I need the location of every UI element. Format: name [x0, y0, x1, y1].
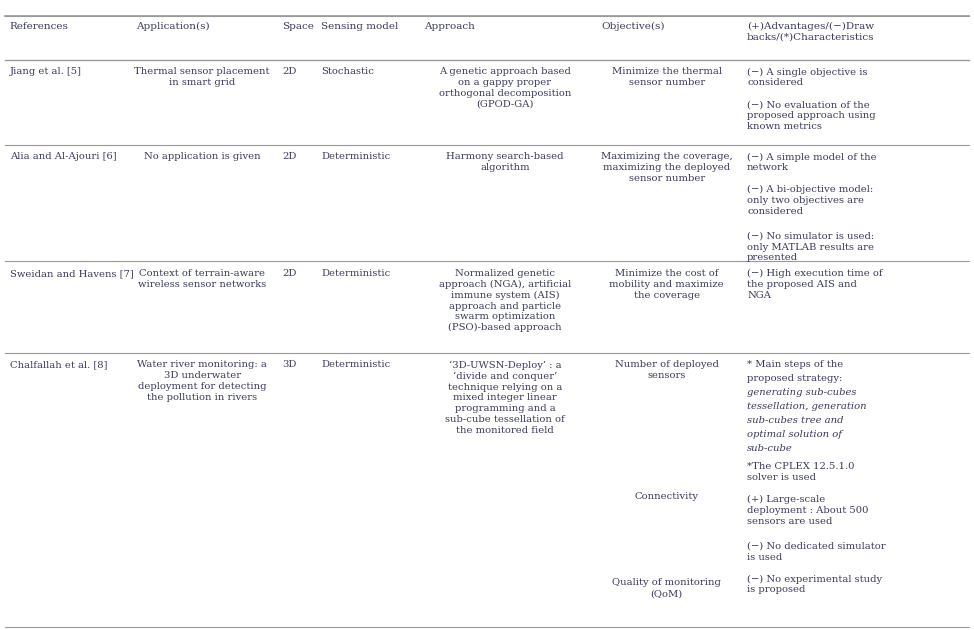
Text: 3D: 3D: [282, 360, 297, 369]
Text: optimal solution of: optimal solution of: [747, 430, 843, 438]
Text: 2D: 2D: [282, 269, 297, 278]
Text: (+) Large-scale
deployment : About 500
sensors are used: (+) Large-scale deployment : About 500 s…: [747, 495, 869, 526]
Text: (−) No evaluation of the
proposed approach using
known metrics: (−) No evaluation of the proposed approa…: [747, 100, 876, 130]
Text: Harmony search-based
algorithm: Harmony search-based algorithm: [446, 152, 564, 172]
Text: proposed strategy:: proposed strategy:: [747, 374, 843, 383]
Text: (−) No dedicated simulator
is used: (−) No dedicated simulator is used: [747, 542, 885, 561]
Text: Sweidan and Havens [7]: Sweidan and Havens [7]: [10, 269, 133, 278]
Text: *The CPLEX 12.5.1.0
solver is used: *The CPLEX 12.5.1.0 solver is used: [747, 462, 854, 482]
Text: Number of deployed
sensors: Number of deployed sensors: [615, 360, 719, 380]
Text: Minimize the thermal
sensor number: Minimize the thermal sensor number: [612, 67, 722, 87]
Text: Sensing model: Sensing model: [321, 22, 398, 31]
Text: (−) A bi-objective model:
only two objectives are
considered: (−) A bi-objective model: only two objec…: [747, 185, 874, 216]
Text: No application is given: No application is given: [144, 152, 260, 161]
Text: 2D: 2D: [282, 67, 297, 76]
Text: (−) A single objective is
considered: (−) A single objective is considered: [747, 67, 868, 88]
Text: Stochastic: Stochastic: [321, 67, 374, 76]
Text: generating sub-cubes: generating sub-cubes: [747, 388, 856, 397]
Text: Connectivity: Connectivity: [635, 492, 698, 501]
Text: (−) High execution time of
the proposed AIS and
NGA: (−) High execution time of the proposed …: [747, 269, 882, 300]
Text: References: References: [10, 22, 68, 31]
Text: sub-cubes tree and: sub-cubes tree and: [747, 416, 843, 425]
Text: Context of terrain-aware
wireless sensor networks: Context of terrain-aware wireless sensor…: [138, 269, 266, 289]
Text: ‘3D-UWSN-Deploy’ : a
‘divide and conquer’
technique relying on a
mixed integer l: ‘3D-UWSN-Deploy’ : a ‘divide and conquer…: [445, 360, 565, 435]
Text: Minimize the cost of
mobility and maximize
the coverage: Minimize the cost of mobility and maximi…: [610, 269, 724, 299]
Text: Application(s): Application(s): [136, 22, 210, 31]
Text: Deterministic: Deterministic: [321, 360, 391, 369]
Text: A genetic approach based
on a gappy proper
orthogonal decomposition
(GPOD-GA): A genetic approach based on a gappy prop…: [439, 67, 571, 108]
Text: Maximizing the coverage,
maximizing the deployed
sensor number: Maximizing the coverage, maximizing the …: [601, 152, 732, 183]
Text: * Main steps of the: * Main steps of the: [747, 360, 843, 369]
Text: Space: Space: [282, 22, 315, 31]
Text: Quality of monitoring
(QoM): Quality of monitoring (QoM): [613, 578, 721, 598]
Text: (−) A simple model of the
network: (−) A simple model of the network: [747, 152, 877, 173]
Text: Jiang et al. [5]: Jiang et al. [5]: [10, 67, 82, 76]
Text: Objective(s): Objective(s): [601, 22, 664, 31]
Text: 2D: 2D: [282, 152, 297, 161]
Text: Thermal sensor placement
in smart grid: Thermal sensor placement in smart grid: [134, 67, 270, 87]
Text: Deterministic: Deterministic: [321, 269, 391, 278]
Text: Chalfallah et al. [8]: Chalfallah et al. [8]: [10, 360, 107, 369]
Text: (−) No experimental study
is proposed: (−) No experimental study is proposed: [747, 575, 882, 595]
Text: (+)Advantages/(−)Draw
backs/(*)Characteristics: (+)Advantages/(−)Draw backs/(*)Character…: [747, 22, 875, 42]
Text: sub-cube: sub-cube: [747, 444, 793, 452]
Text: Water river monitoring: a
3D underwater
deployment for detecting
the pollution i: Water river monitoring: a 3D underwater …: [137, 360, 267, 401]
Text: Normalized genetic
approach (NGA), artificial
immune system (AIS)
approach and p: Normalized genetic approach (NGA), artif…: [439, 269, 571, 332]
Text: Alia and Al-Ajouri [6]: Alia and Al-Ajouri [6]: [10, 152, 116, 161]
Text: Approach: Approach: [424, 22, 474, 31]
Text: tessellation, generation: tessellation, generation: [747, 402, 867, 411]
Text: (−) No simulator is used:
only MATLAB results are
presented: (−) No simulator is used: only MATLAB re…: [747, 232, 875, 262]
Text: Deterministic: Deterministic: [321, 152, 391, 161]
